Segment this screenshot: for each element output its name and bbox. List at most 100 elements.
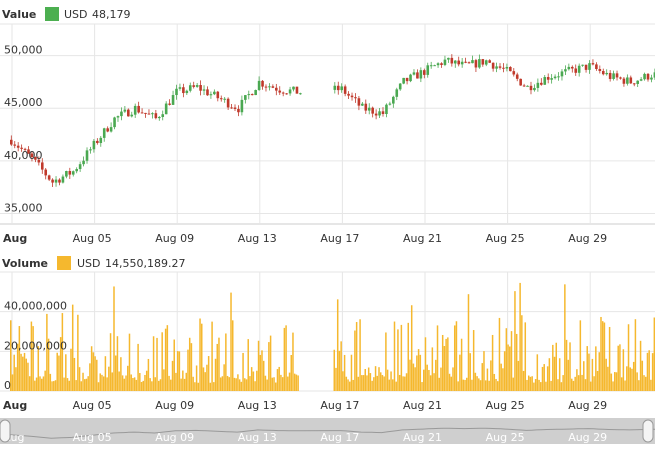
volume-bar (268, 342, 270, 391)
candle-body (164, 103, 168, 115)
volume-bar (159, 379, 162, 391)
volume-bar (388, 379, 391, 391)
candle-body (16, 145, 20, 148)
candle-body (82, 160, 85, 165)
candle-body (51, 179, 54, 183)
candle-body (419, 70, 423, 79)
volume-bar (569, 342, 571, 391)
volume-bar (447, 337, 449, 391)
volume-bar (512, 377, 514, 391)
navigator-right-handle[interactable] (642, 419, 654, 443)
volume-bar (89, 363, 91, 391)
volume-bar (498, 317, 501, 391)
volume-bar (374, 366, 377, 391)
candle-body (398, 83, 402, 90)
candle-body (182, 87, 185, 94)
volume-bar (13, 354, 15, 391)
volume-bar (376, 375, 379, 391)
candle-body (519, 78, 522, 86)
volume-bar (395, 381, 397, 391)
volume-bar (558, 358, 561, 391)
volume-bar (588, 353, 590, 391)
volume-bar (281, 377, 284, 391)
volume-bar (531, 376, 533, 391)
candle-body (595, 64, 598, 70)
candle-body (157, 116, 161, 119)
candle-body (37, 159, 41, 163)
volume-bar (161, 332, 163, 391)
price-x-tick-label: Aug 09 (155, 232, 194, 245)
volume-bar (142, 380, 145, 391)
candle-body (550, 78, 553, 80)
price-y-tick-label: 50,000 (4, 44, 43, 57)
volume-bar (218, 337, 220, 391)
volume-bar (269, 335, 272, 391)
volume-bar (615, 372, 618, 391)
candle-body (533, 87, 536, 91)
candle-body (460, 61, 464, 65)
volume-bar (355, 322, 358, 391)
candle-body (226, 98, 230, 108)
volume-bar (491, 334, 494, 391)
volume-bar (240, 381, 243, 391)
price-y-tick-label: 40,000 (4, 149, 43, 162)
volume-bar (589, 381, 592, 391)
volume-bar (424, 337, 427, 391)
volume-bar (149, 378, 151, 391)
volume-bar (157, 380, 160, 391)
volume-bar (483, 351, 485, 391)
volume-bar (350, 354, 353, 391)
price-x-tick-label: Aug 05 (73, 232, 112, 245)
navigator-left-handle[interactable] (0, 419, 11, 443)
volume-bar (510, 331, 513, 391)
volume-bar (287, 376, 289, 391)
candle-body (275, 87, 278, 91)
candle-body (109, 127, 113, 132)
volume-bar (624, 380, 626, 391)
candle-body (268, 86, 271, 88)
volume-bar (443, 346, 446, 391)
candle-body (636, 80, 639, 84)
volume-bar (54, 380, 57, 391)
volume-bar (453, 325, 456, 391)
volume-bar (543, 364, 545, 391)
volume-bar (526, 379, 528, 391)
candle-body (626, 77, 629, 84)
volume-bar (347, 379, 349, 391)
volume-bar (521, 315, 523, 391)
volume-bar (620, 377, 623, 391)
volume-bar (53, 381, 55, 391)
candle-body (92, 140, 96, 150)
candle-body (385, 104, 388, 115)
volume-bar (560, 382, 563, 391)
volume-bar (646, 352, 649, 391)
volume-bar (426, 364, 428, 391)
candle-body (54, 179, 58, 183)
volume-bar (541, 366, 544, 391)
volume-bar (343, 354, 346, 391)
candle-body (336, 85, 340, 91)
volume-bar (378, 367, 380, 391)
volume-bar (653, 317, 655, 391)
volume-bar (104, 356, 107, 391)
candle-body (216, 91, 220, 99)
candle-body (423, 70, 426, 75)
volume-bar (228, 377, 231, 391)
volume-bar (128, 333, 131, 391)
volume-bar (481, 363, 484, 391)
candle-body (405, 77, 409, 82)
candle-body (540, 82, 543, 85)
volume-bar (82, 372, 84, 391)
volume-y-tick-label: 20,000,000 (4, 339, 67, 352)
candle-body (612, 73, 615, 79)
volume-bar (333, 349, 336, 391)
volume-bar (259, 354, 262, 391)
candle-body (65, 171, 68, 177)
volume-bar (484, 380, 487, 391)
volume-bar (397, 329, 399, 391)
volume-bar (364, 368, 366, 391)
volume-bar (235, 378, 237, 391)
volume-bar (68, 380, 71, 391)
volume-bar (278, 366, 280, 391)
